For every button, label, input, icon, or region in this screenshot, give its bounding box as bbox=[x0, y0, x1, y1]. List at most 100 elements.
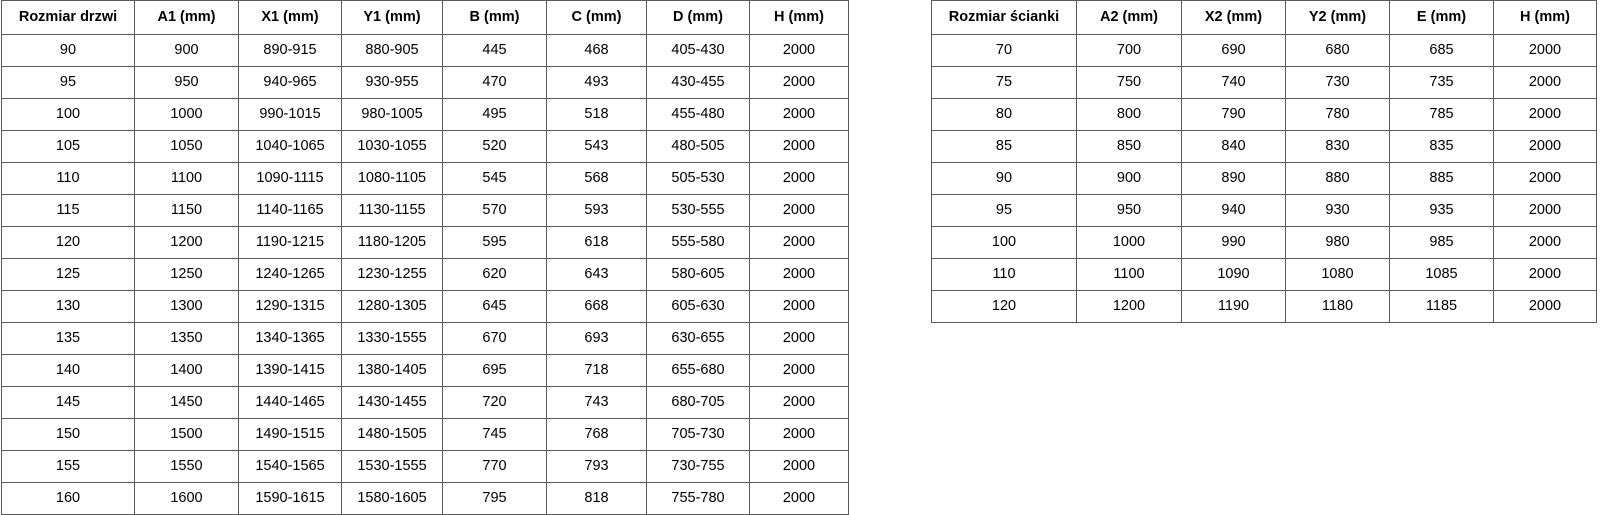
row-size-cell: 100 bbox=[931, 226, 1077, 259]
table-cell: 750 bbox=[1076, 66, 1182, 99]
table-cell: 980 bbox=[1285, 226, 1390, 259]
table-cell: 768 bbox=[546, 418, 647, 451]
table-row: 150 1500 1490-1515 1480-1505 745 768 705-730 20… bbox=[1, 418, 849, 451]
table-cell: 1530-1555 bbox=[341, 450, 443, 483]
table-cell: 940-965 bbox=[238, 66, 342, 99]
column-header: D (mm) bbox=[646, 0, 750, 35]
table-cell: 1440-1465 bbox=[238, 386, 342, 419]
table-cell: 620 bbox=[442, 258, 547, 291]
table-cell: 705-730 bbox=[646, 418, 750, 451]
table-cell: 2000 bbox=[1493, 66, 1597, 99]
table-cell: 2000 bbox=[1493, 98, 1597, 131]
row-size-cell: 105 bbox=[1, 130, 135, 163]
table-cell: 720 bbox=[442, 386, 547, 419]
table-cell: 668 bbox=[546, 290, 647, 323]
column-header: A1 (mm) bbox=[134, 0, 239, 35]
table-cell: 605-630 bbox=[646, 290, 750, 323]
table-row: 155 1550 1540-1565 1530-1555 770 793 730-755 20… bbox=[1, 450, 849, 483]
table-cell: 1340-1365 bbox=[238, 322, 342, 355]
row-size-cell: 150 bbox=[1, 418, 135, 451]
table-cell: 770 bbox=[442, 450, 547, 483]
table-cell: 890 bbox=[1181, 162, 1286, 195]
table-cell: 2000 bbox=[749, 450, 849, 483]
row-size-cell: 70 bbox=[931, 34, 1077, 67]
table-cell: 2000 bbox=[749, 162, 849, 195]
table-cell: 570 bbox=[442, 194, 547, 227]
column-header: Y2 (mm) bbox=[1285, 0, 1390, 35]
table-cell: 2000 bbox=[1493, 290, 1597, 323]
table-cell: 718 bbox=[546, 354, 647, 387]
table-cell: 1450 bbox=[134, 386, 239, 419]
column-header: H (mm) bbox=[1493, 0, 1597, 35]
table-cell: 480-505 bbox=[646, 130, 750, 163]
table-cell: 2000 bbox=[1493, 226, 1597, 259]
table-row: 120 1200 1190 1180 1185 2000 bbox=[931, 290, 1597, 323]
row-size-cell: 100 bbox=[1, 98, 135, 131]
table-row: 145 1450 1440-1465 1430-1455 720 743 680-705 20… bbox=[1, 386, 849, 419]
table-row: 90 900 890 880 885 2000 bbox=[931, 162, 1597, 195]
table-cell: 880 bbox=[1285, 162, 1390, 195]
row-size-cell: 160 bbox=[1, 482, 135, 515]
row-size-cell: 120 bbox=[931, 290, 1077, 323]
table-cell: 1430-1455 bbox=[341, 386, 443, 419]
table-cell: 1330-1555 bbox=[341, 322, 443, 355]
column-header: Rozmiar drzwi bbox=[1, 0, 135, 35]
table-cell: 2000 bbox=[749, 98, 849, 131]
row-size-cell: 110 bbox=[931, 258, 1077, 291]
table-cell: 1080-1105 bbox=[341, 162, 443, 195]
table-cell: 593 bbox=[546, 194, 647, 227]
wall-dimensions-table: Rozmiar ścianki A2 (mm) X2 (mm) Y2 (mm) E (m… bbox=[931, 0, 1597, 323]
table-cell: 1250 bbox=[134, 258, 239, 291]
table-row: 80 800 790 780 785 2000 bbox=[931, 98, 1597, 131]
table-cell: 1000 bbox=[134, 98, 239, 131]
table-cell: 568 bbox=[546, 162, 647, 195]
table-cell: 670 bbox=[442, 322, 547, 355]
table-cell: 405-430 bbox=[646, 34, 750, 67]
table-cell: 1480-1505 bbox=[341, 418, 443, 451]
table-cell: 505-530 bbox=[646, 162, 750, 195]
table-cell: 543 bbox=[546, 130, 647, 163]
table-cell: 2000 bbox=[1493, 130, 1597, 163]
table-cell: 930 bbox=[1285, 194, 1390, 227]
table-cell: 1500 bbox=[134, 418, 239, 451]
table-cell: 900 bbox=[134, 34, 239, 67]
table-cell: 880-905 bbox=[341, 34, 443, 67]
table-cell: 630-655 bbox=[646, 322, 750, 355]
table-row: 75 750 740 730 735 2000 bbox=[931, 66, 1597, 99]
table-cell: 655-680 bbox=[646, 354, 750, 387]
table-cell: 818 bbox=[546, 482, 647, 515]
table-cell: 1350 bbox=[134, 322, 239, 355]
door-dimensions-table: Rozmiar drzwi A1 (mm) X1 (mm) Y1 (mm) B (mm)… bbox=[1, 0, 849, 515]
table-body: 90 900 890-915 880-905 445 468 405-430 2000 95 95… bbox=[1, 34, 849, 515]
table-cell: 1540-1565 bbox=[238, 450, 342, 483]
table-cell: 470 bbox=[442, 66, 547, 99]
table-cell: 935 bbox=[1389, 194, 1494, 227]
table-row: 100 1000 990-1015 980-1005 495 518 455-480 2000 bbox=[1, 98, 849, 131]
table-cell: 740 bbox=[1181, 66, 1286, 99]
table-cell: 2000 bbox=[749, 130, 849, 163]
table-cell: 2000 bbox=[749, 34, 849, 67]
table-cell: 2000 bbox=[749, 258, 849, 291]
table-cell: 1090-1115 bbox=[238, 162, 342, 195]
table-cell: 830 bbox=[1285, 130, 1390, 163]
table-cell: 785 bbox=[1389, 98, 1494, 131]
table-cell: 693 bbox=[546, 322, 647, 355]
table-cell: 618 bbox=[546, 226, 647, 259]
table-row: 140 1400 1390-1415 1380-1405 695 718 655-680 20… bbox=[1, 354, 849, 387]
column-header: H (mm) bbox=[749, 0, 849, 35]
table-row: 90 900 890-915 880-905 445 468 405-430 2000 bbox=[1, 34, 849, 67]
table-cell: 1000 bbox=[1076, 226, 1182, 259]
table-row: 70 700 690 680 685 2000 bbox=[931, 34, 1597, 67]
table-cell: 1280-1305 bbox=[341, 290, 443, 323]
table-cell: 1580-1605 bbox=[341, 482, 443, 515]
table-cell: 1400 bbox=[134, 354, 239, 387]
table-cell: 1150 bbox=[134, 194, 239, 227]
table-cell: 1100 bbox=[1076, 258, 1182, 291]
row-size-cell: 90 bbox=[931, 162, 1077, 195]
table-row: 95 950 940 930 935 2000 bbox=[931, 194, 1597, 227]
table-cell: 518 bbox=[546, 98, 647, 131]
table-cell: 2000 bbox=[749, 66, 849, 99]
table-cell: 793 bbox=[546, 450, 647, 483]
row-size-cell: 155 bbox=[1, 450, 135, 483]
table-cell: 643 bbox=[546, 258, 647, 291]
